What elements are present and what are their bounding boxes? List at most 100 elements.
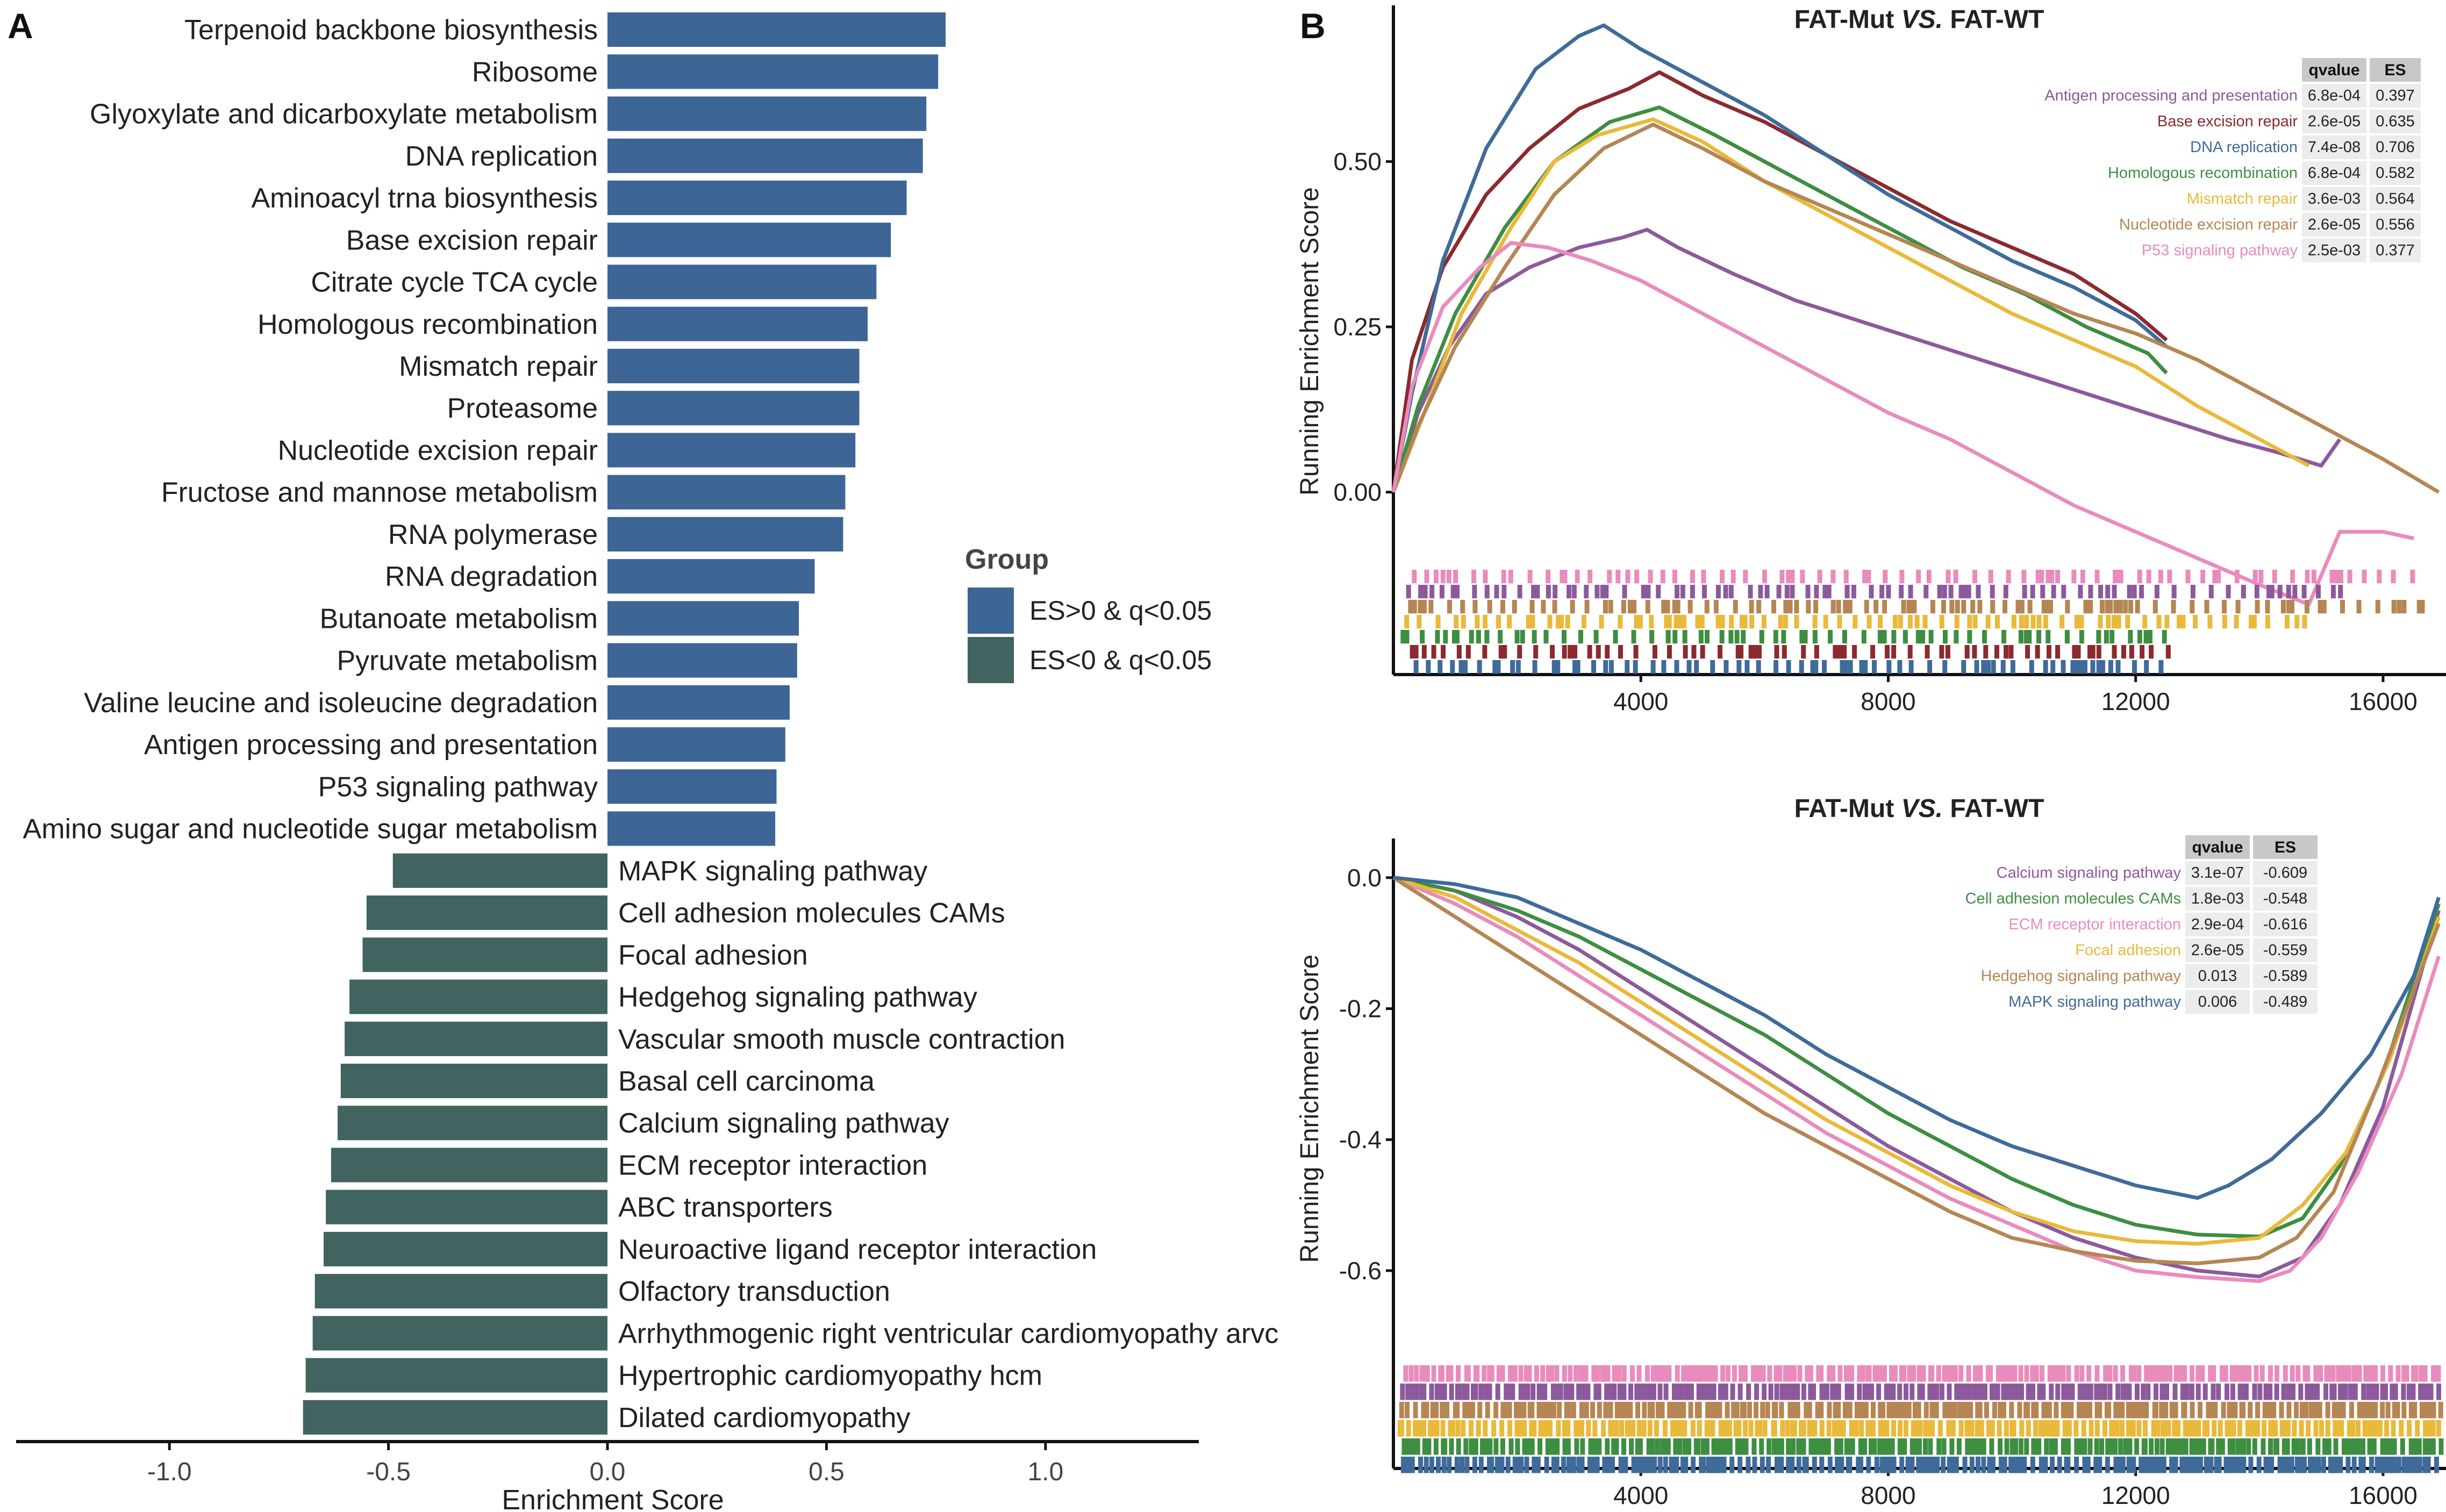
table-cell-es-2 xyxy=(2370,135,2421,159)
hit-mark-3-68 xyxy=(1748,1420,1754,1437)
hit-mark-5-208 xyxy=(2383,1457,2388,1473)
hit-mark-0-81 xyxy=(2269,585,2275,599)
hit-mark-6-70 xyxy=(2272,570,2277,584)
hit-mark-1-7 xyxy=(1433,1438,1439,1455)
hit-mark-1-42 xyxy=(1614,1438,1619,1455)
hit-mark-4-17 xyxy=(1618,615,1623,629)
hit-mark-2-105 xyxy=(1901,1365,1907,1382)
hit-mark-2-86 xyxy=(1808,1365,1813,1382)
hit-mark-1-34 xyxy=(1574,1438,1579,1455)
hit-mark-6-76 xyxy=(2338,570,2344,584)
hit-mark-5-16 xyxy=(1603,600,1608,614)
bar-31 xyxy=(312,1316,607,1351)
hit-mark-4-8 xyxy=(1507,615,1512,629)
hit-mark-2-39 xyxy=(1848,660,1853,674)
bar-label-22: Focal adhesion xyxy=(618,940,808,971)
hit-mark-2-122 xyxy=(1974,1365,1979,1382)
hit-mark-6-46 xyxy=(2006,570,2011,584)
hit-mark-4-60 xyxy=(1681,1402,1686,1418)
hit-mark-6-44 xyxy=(1972,570,1978,584)
hit-mark-0-116 xyxy=(1939,1384,1944,1400)
hit-mark-5-40 xyxy=(1843,600,1848,614)
hit-mark-1-199 xyxy=(2367,1438,2372,1455)
hit-mark-5-37 xyxy=(1813,600,1819,614)
hit-mark-6-81 xyxy=(2410,570,2415,584)
hit-mark-5-36 xyxy=(1576,1457,1582,1473)
hit-mark-5-186 xyxy=(2286,1457,2291,1473)
hit-mark-3-126 xyxy=(2041,1420,2047,1437)
hit-mark-4-180 xyxy=(2255,1402,2261,1418)
hit-mark-0-6 xyxy=(1455,585,1460,599)
hit-mark-0-108 xyxy=(1909,1384,1915,1400)
hit-mark-1-48 xyxy=(1972,645,1977,659)
hit-mark-5-11 xyxy=(1529,600,1535,614)
hit-mark-3-52 xyxy=(2023,630,2029,644)
hit-mark-4-25 xyxy=(1682,615,1687,629)
hit-mark-5-76 xyxy=(2171,600,2176,614)
hit-mark-2-62 xyxy=(1698,1365,1704,1382)
hit-mark-3-121 xyxy=(2011,1420,2016,1437)
hit-mark-3-56 xyxy=(1690,1420,1696,1437)
hit-mark-2-2 xyxy=(1437,660,1443,674)
hit-mark-1-47 xyxy=(1964,645,1970,659)
table-cell-q-1 xyxy=(2185,887,2250,911)
hit-mark-5-134 xyxy=(2039,1457,2044,1473)
hit-mark-4-1 xyxy=(1405,1402,1410,1418)
hit-mark-3-169 xyxy=(2250,1420,2256,1437)
hit-mark-3-22 xyxy=(1517,1420,1522,1437)
hit-mark-5-175 xyxy=(2229,1457,2234,1473)
hit-mark-2-203 xyxy=(2373,1365,2378,1382)
hit-mark-1-23 xyxy=(1522,1438,1527,1455)
hit-mark-4-19 xyxy=(1502,1402,1507,1418)
hit-mark-0-141 xyxy=(2037,1384,2042,1400)
hit-mark-0-4 xyxy=(1414,1384,1420,1400)
hit-mark-1-67 xyxy=(2165,645,2171,659)
hit-mark-4-76 xyxy=(1760,1402,1765,1418)
hit-mark-5-92 xyxy=(2391,600,2397,614)
hit-mark-1-134 xyxy=(2049,1438,2054,1455)
hit-mark-3-116 xyxy=(1986,1420,1991,1437)
hit-mark-6-25 xyxy=(1720,570,1725,584)
hit-mark-0-148 xyxy=(2070,1384,2075,1400)
hit-mark-2-129 xyxy=(2004,1365,2009,1382)
hit-mark-1-15 xyxy=(1572,645,1578,659)
hit-mark-2-14 xyxy=(1572,660,1578,674)
hit-mark-0-167 xyxy=(2159,1384,2165,1400)
hit-mark-3-63 xyxy=(2143,630,2149,644)
hit-mark-3-157 xyxy=(2192,1420,2198,1437)
hit-mark-3-106 xyxy=(1927,1420,1932,1437)
hit-mark-1-34 xyxy=(1801,645,1806,659)
hit-mark-2-36 xyxy=(1822,660,1827,674)
hit-mark-0-156 xyxy=(2098,1384,2104,1400)
hit-mark-4-90 xyxy=(1833,1402,1838,1418)
hit-mark-6-64 xyxy=(2200,570,2206,584)
hit-mark-6-58 xyxy=(2118,570,2123,584)
hit-mark-1-19 xyxy=(1493,1438,1499,1455)
hit-mark-3-24 xyxy=(1529,1420,1534,1437)
hit-mark-6-43 xyxy=(1953,570,1958,584)
table-cell-es-4 xyxy=(2370,187,2421,211)
hit-mark-3-35 xyxy=(1579,1420,1584,1437)
hit-mark-1-3 xyxy=(1411,1438,1417,1455)
bar-label-30: Olfactory transduction xyxy=(618,1276,890,1307)
hit-mark-6-48 xyxy=(2035,570,2041,584)
hit-mark-2-64 xyxy=(2096,660,2101,674)
hit-mark-2-140 xyxy=(2052,1365,2057,1382)
hit-mark-3-19 xyxy=(1631,630,1636,644)
hit-mark-2-76 xyxy=(1761,1365,1766,1382)
hit-mark-3-30 xyxy=(1556,1420,1561,1437)
hit-mark-0-53 xyxy=(1639,1384,1644,1400)
hit-mark-1-52 xyxy=(1665,1438,1671,1455)
hit-mark-1-19 xyxy=(1618,645,1623,659)
hit-mark-1-55 xyxy=(2046,645,2051,659)
bar-33 xyxy=(303,1400,607,1435)
hit-mark-0-176 xyxy=(2216,1384,2221,1400)
hit-mark-0-154 xyxy=(2088,1384,2093,1400)
hit-mark-2-45 xyxy=(1908,660,1914,674)
bar-label-1: Ribosome xyxy=(472,56,598,88)
hit-mark-4-119 xyxy=(1960,1402,1965,1418)
hit-mark-3-205 xyxy=(2436,1420,2441,1437)
hit-mark-5-206 xyxy=(2375,1457,2380,1473)
hit-mark-5-55 xyxy=(1652,1457,1657,1473)
hit-mark-4-210 xyxy=(2421,1402,2427,1418)
